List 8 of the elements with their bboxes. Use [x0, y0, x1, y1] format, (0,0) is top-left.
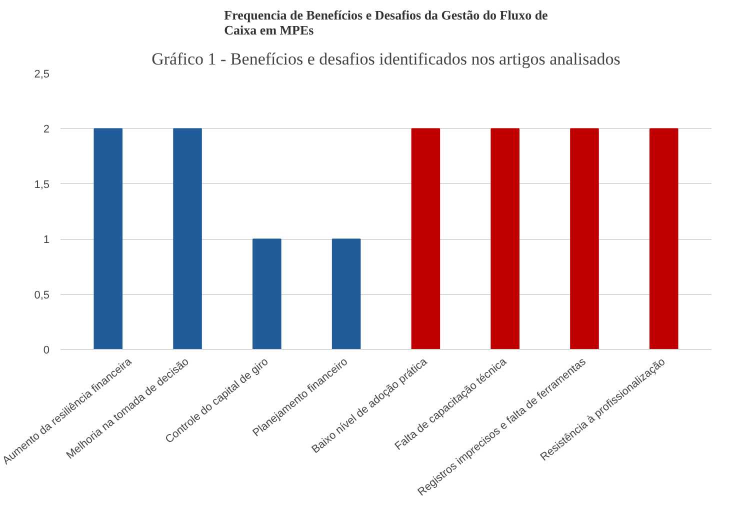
- y-tick-label: 0: [43, 344, 50, 356]
- y-tick-label: 2,5: [34, 68, 50, 80]
- text: Gráfico 1 - Benefícios e desafios identificados nos artigos analisados: [152, 50, 620, 68]
- chart-title: Frequencia de Benefícios e Desafios da Gestão do Fluxo de Caixa em MPEs: [224, 8, 548, 38]
- y-tick-label: 1: [43, 234, 50, 246]
- y-tick-label: 1,5: [34, 178, 50, 191]
- y-tick-label: 0,5: [34, 289, 50, 302]
- y-tick-label: 2: [43, 124, 50, 136]
